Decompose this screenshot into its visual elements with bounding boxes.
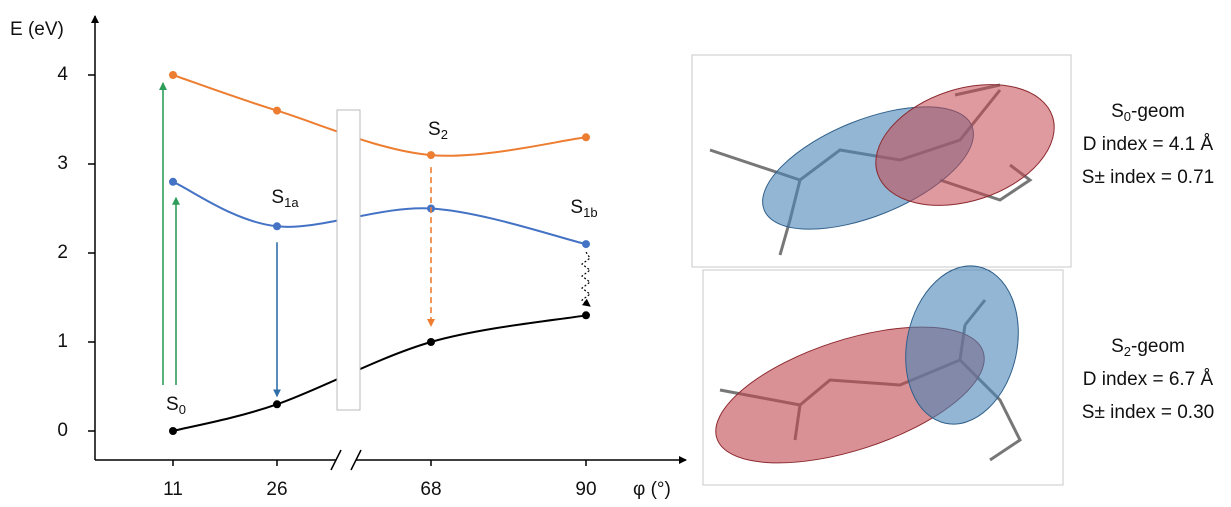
- state-label: S0-geom: [1111, 101, 1185, 124]
- y-tick-label: 4: [57, 64, 68, 85]
- panel-line: D index = 4.1 Å: [1083, 134, 1214, 155]
- state-letter: S: [1111, 101, 1124, 122]
- state-letter: S: [1111, 336, 1124, 357]
- panel-2: [700, 255, 1063, 490]
- point: [273, 107, 281, 115]
- point: [427, 151, 435, 159]
- state-letter: S: [428, 119, 441, 140]
- point: [582, 133, 590, 141]
- state-label: S2-geom: [1111, 336, 1185, 359]
- point: [169, 427, 177, 435]
- panel-line: D index = 6.7 Å: [1083, 369, 1214, 390]
- state-subscript: 1a: [284, 195, 299, 210]
- x-axis-label: φ (°): [633, 479, 671, 500]
- state-subscript: 1b: [583, 205, 597, 220]
- point: [273, 222, 281, 230]
- y-tick-label: 0: [57, 420, 68, 441]
- state-label: S1b: [570, 197, 597, 220]
- point: [582, 240, 590, 248]
- point: [169, 71, 177, 79]
- y-tick-label: 3: [57, 153, 68, 174]
- state-suffix: -geom: [1131, 336, 1185, 357]
- state-label: S0: [166, 394, 186, 417]
- y-tick-label: 2: [57, 242, 68, 263]
- curve: [173, 182, 586, 244]
- point: [169, 178, 177, 186]
- panel-line: S± index = 0.30: [1082, 402, 1214, 423]
- curve: [173, 75, 586, 156]
- state-letter: S: [271, 187, 284, 208]
- state-subscript: 0: [179, 402, 186, 417]
- point: [273, 400, 281, 408]
- state-label: S1a: [271, 187, 299, 210]
- panel-1: [692, 55, 1071, 267]
- break-box: [337, 110, 360, 410]
- state-letter: S: [166, 394, 179, 415]
- state-suffix: -geom: [1131, 101, 1185, 122]
- state-subscript: 2: [1124, 344, 1131, 359]
- curve: [173, 315, 586, 431]
- state-subscript: 0: [1124, 109, 1131, 124]
- state-letter: S: [570, 197, 583, 218]
- x-tick-label: 26: [266, 479, 287, 500]
- point: [582, 311, 590, 319]
- y-axis-label: E (eV): [10, 19, 64, 40]
- nonradiative-arrow: [582, 252, 590, 306]
- state-subscript: 2: [441, 127, 448, 142]
- state-label: S2: [428, 119, 448, 142]
- x-tick-label: 90: [575, 479, 596, 500]
- y-tick-label: 1: [57, 331, 68, 352]
- figure: E (eV)φ (°)0123411266890S0S1aS2S1b S0-ge…: [0, 0, 1231, 502]
- x-tick-label: 68: [420, 479, 441, 500]
- axis-break: [331, 450, 361, 470]
- point: [427, 338, 435, 346]
- x-tick-label: 11: [163, 479, 183, 500]
- panel-line: S± index = 0.71: [1082, 167, 1214, 188]
